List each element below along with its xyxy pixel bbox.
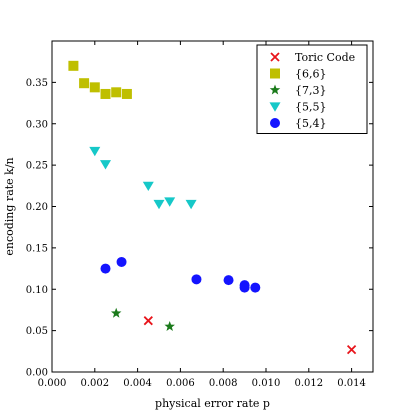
data-point [110, 307, 122, 318]
x-tick-label: 0.008 [209, 378, 238, 389]
data-point [191, 274, 202, 285]
data-point [142, 181, 154, 192]
data-point [346, 345, 357, 355]
x-tick-label: 0.002 [80, 378, 109, 389]
legend-label: {6,6} [295, 68, 327, 81]
legend-marker [270, 52, 280, 62]
y-tick-label: 0.05 [26, 326, 48, 337]
data-point [164, 320, 175, 331]
y-tick-label: 0.10 [26, 285, 48, 296]
legend-marker [270, 68, 280, 79]
y-tick-label: 0.00 [26, 368, 48, 379]
data-point [121, 88, 132, 99]
x-tick-label: 0.014 [337, 378, 366, 389]
y-axis: 0.00 0.05 0.10 0.15 0.20 0.25 0.30 0.35 [26, 78, 373, 379]
data-point [100, 88, 111, 99]
plot-area [68, 60, 357, 355]
data-point [116, 256, 127, 267]
x-axis: 0.000 0.002 0.004 0.006 0.008 0.010 0.012 0.014 [38, 41, 366, 389]
x-tick-label: 0.004 [123, 378, 152, 389]
series-1 [68, 60, 132, 99]
data-point [143, 316, 153, 326]
data-point [89, 82, 100, 93]
data-point [100, 263, 111, 274]
x-tick-label: 0.012 [294, 378, 323, 389]
data-point [79, 78, 90, 89]
data-point [89, 146, 101, 157]
legend-label: {5,4} [295, 117, 327, 130]
y-tick-label: 0.25 [26, 161, 48, 172]
legend-label: Toric Code [295, 51, 355, 64]
series-0 [143, 316, 357, 355]
data-point [153, 199, 165, 210]
data-point [164, 197, 176, 207]
data-point [250, 282, 261, 293]
legend: Toric Code {6,6} {7,3} {5,5} {5,4} [256, 44, 368, 134]
y-tick-label: 0.20 [26, 202, 48, 213]
legend-marker [270, 118, 280, 128]
series-3 [89, 146, 197, 210]
legend-label: {7,3} [295, 84, 327, 97]
series-4 [100, 256, 261, 293]
data-point [100, 160, 111, 170]
series-2 [110, 307, 175, 331]
data-point [111, 87, 122, 98]
x-tick-label: 0.000 [38, 378, 67, 389]
x-axis-label: physical error rate p [155, 397, 270, 410]
data-point [185, 199, 197, 210]
x-tick-label: 0.006 [166, 378, 195, 389]
y-tick-label: 0.30 [26, 119, 48, 130]
y-tick-label: 0.35 [26, 78, 48, 89]
data-point [223, 275, 234, 286]
y-tick-label: 0.15 [26, 243, 48, 254]
legend-marker [269, 84, 281, 95]
legend-label: {5,5} [295, 101, 327, 114]
x-tick-label: 0.010 [252, 378, 281, 389]
y-axis-label: encoding rate k/n [3, 157, 16, 255]
legend-marker [269, 102, 281, 112]
data-point [68, 60, 79, 71]
data-point [239, 282, 250, 293]
